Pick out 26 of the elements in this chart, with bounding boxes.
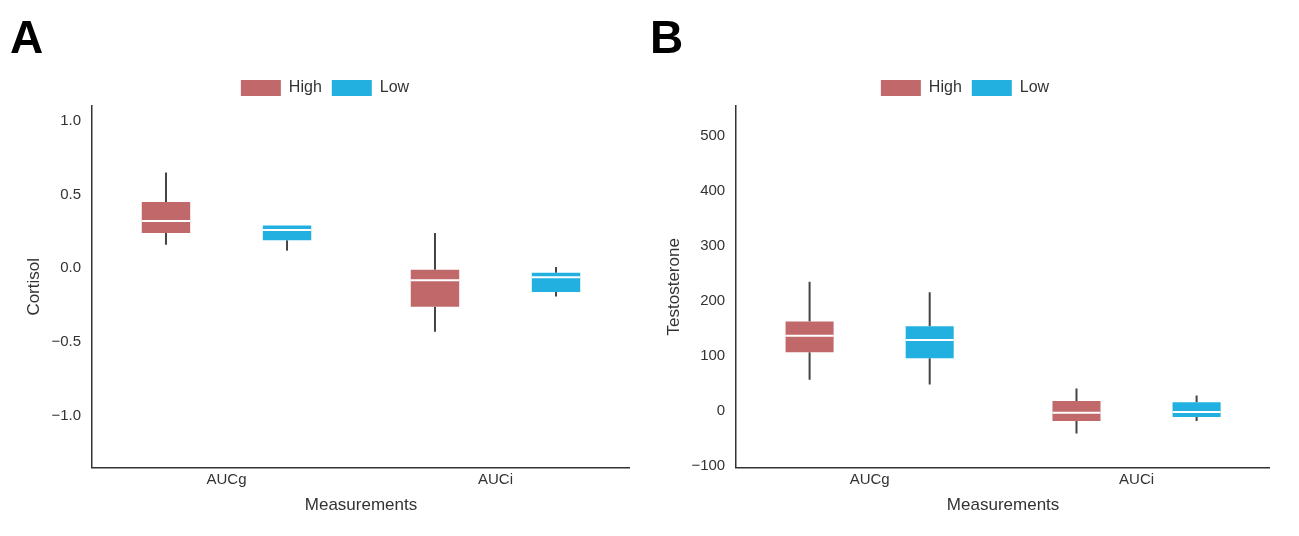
legend-label: Low — [379, 78, 410, 96]
y-tick-label: 200 — [700, 291, 726, 309]
y-tick-label: −1.0 — [51, 406, 82, 424]
y-tick-label: −0.5 — [51, 332, 82, 350]
legend-label: High — [928, 78, 962, 96]
x-tick-label: AUCi — [478, 469, 514, 487]
text: B — [650, 10, 684, 64]
x-tick-label: AUCg — [206, 469, 247, 487]
x-tick-label: AUCi — [1119, 469, 1155, 487]
y-tick-label: 300 — [700, 236, 726, 254]
x-axis-title: Measurements — [946, 495, 1060, 515]
y-axis-title: Testosterone — [663, 238, 683, 336]
y-tick-label: 500 — [700, 126, 726, 144]
y-tick-label: 0 — [716, 401, 726, 419]
y-tick-label: 0.0 — [60, 258, 82, 276]
y-tick-label: 0.5 — [60, 184, 82, 202]
y-axis-title: Cortisol — [23, 257, 43, 316]
x-tick-label: AUCg — [849, 469, 890, 487]
x-axis-title: Measurements — [304, 495, 418, 515]
y-tick-label: 100 — [700, 346, 726, 364]
text: A — [10, 10, 44, 64]
y-tick-label: −100 — [691, 456, 726, 474]
y-tick-label: 1.0 — [60, 110, 82, 128]
y-tick-label: 400 — [700, 181, 726, 199]
legend-label: High — [288, 78, 322, 96]
legend-label: Low — [1019, 78, 1050, 96]
